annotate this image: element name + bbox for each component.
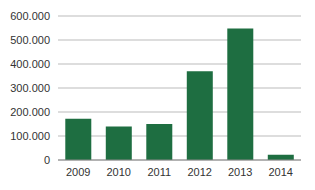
svg-text:2013: 2013 [228,166,252,178]
svg-text:100.000: 100.000 [10,130,50,142]
svg-text:600.000: 600.000 [10,10,50,22]
svg-text:2010: 2010 [107,166,131,178]
svg-text:300.000: 300.000 [10,82,50,94]
svg-text:2011: 2011 [147,166,171,178]
svg-text:2014: 2014 [269,166,293,178]
svg-text:400.000: 400.000 [10,58,50,70]
svg-text:2012: 2012 [188,166,212,178]
svg-text:500.000: 500.000 [10,34,50,46]
svg-text:2009: 2009 [66,166,90,178]
svg-text:200.000: 200.000 [10,106,50,118]
svg-text:0: 0 [44,154,50,166]
